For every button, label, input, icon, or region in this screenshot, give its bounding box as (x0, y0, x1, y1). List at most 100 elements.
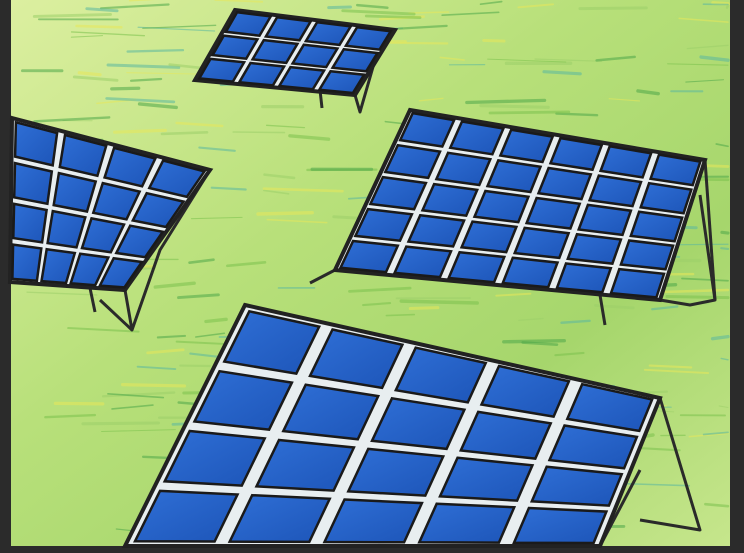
grass-stroke (418, 97, 444, 102)
grass-stroke (720, 230, 730, 235)
panel-cell (46, 209, 87, 249)
panel-cell (398, 111, 456, 148)
panel-leg (88, 287, 97, 313)
grass-stroke (33, 116, 111, 123)
panel-cell (40, 247, 77, 285)
panel-cell (147, 159, 207, 199)
panel-cell (132, 489, 240, 543)
panel-cell (524, 196, 582, 230)
grass-stroke (441, 11, 500, 16)
grass-stroke (105, 97, 176, 104)
panel-cell (406, 213, 466, 248)
grass-stroke (110, 86, 141, 91)
panel-cell (598, 144, 653, 179)
grass-stroke (266, 218, 328, 224)
panel-cell (368, 175, 428, 211)
grass-stroke (408, 306, 440, 311)
panel-cell (317, 69, 367, 95)
grass-stroke (142, 24, 217, 29)
panel-cell (629, 210, 684, 243)
panel-cell (222, 309, 322, 375)
grass-stroke (101, 429, 176, 433)
panel-cell (197, 57, 247, 83)
grass-stroke (578, 6, 648, 11)
panel-cell (97, 256, 145, 289)
panels (7, 7, 717, 548)
grass-stroke (26, 291, 98, 296)
panel-cell (648, 153, 702, 187)
grass-stroke (153, 281, 196, 289)
grass-stroke (399, 299, 479, 305)
grass-stroke (667, 63, 729, 66)
panel-cell (547, 424, 639, 470)
grass-stroke (488, 110, 571, 115)
grass-stroke (137, 102, 178, 110)
grass-stroke (710, 334, 730, 341)
panel-cell (485, 159, 543, 194)
grass-stroke (718, 405, 729, 409)
grass-stroke (555, 112, 599, 117)
panel-cell (303, 20, 353, 47)
panel-cell (548, 136, 604, 172)
grass-stroke (101, 391, 176, 398)
panel-cell (281, 383, 381, 441)
panel-cell (223, 10, 273, 38)
grass-stroke (608, 98, 641, 102)
panel-cell (609, 267, 666, 299)
panel-cell (576, 203, 633, 237)
panel-cell (114, 224, 165, 259)
grass-stroke (188, 258, 215, 265)
panel-cell (91, 181, 142, 221)
panel-cell (393, 346, 488, 404)
grass-stroke (439, 56, 465, 61)
grass-stroke (77, 71, 102, 77)
grass-stroke (70, 31, 146, 37)
grass-stroke (560, 319, 591, 324)
grass-stroke (99, 3, 170, 10)
grass-stroke (72, 75, 119, 82)
panel-cell (80, 216, 126, 254)
panel-cell (417, 502, 517, 544)
panel-leg (639, 397, 702, 532)
grass-stroke (111, 404, 154, 410)
panel-cell (58, 133, 108, 178)
panel-cell (479, 364, 571, 418)
grass-stroke (113, 128, 167, 134)
grass-stroke (678, 17, 729, 23)
panel-cell (619, 239, 675, 271)
grass-stroke (263, 189, 290, 195)
grass-stroke (685, 79, 725, 83)
panel-cell (210, 34, 260, 61)
panel-cell (529, 465, 624, 507)
grass-stroke (126, 72, 197, 75)
grass-stroke (75, 24, 123, 29)
grass-stroke (385, 313, 416, 317)
grass-stroke (642, 390, 669, 394)
panel-cell (250, 38, 300, 65)
solar-panel (191, 7, 399, 114)
panel-cell (254, 438, 356, 492)
panel-cell (536, 166, 593, 201)
grass-stroke (262, 187, 344, 193)
grass-stroke (156, 334, 187, 339)
panel-cell (446, 250, 507, 284)
panel-cell (11, 243, 43, 283)
panel-cell (343, 25, 393, 51)
panel-cell (392, 245, 453, 279)
panel-cell (353, 207, 414, 243)
solar-panel (309, 107, 717, 326)
grass-stroke (198, 146, 236, 152)
grass-stroke (81, 421, 160, 426)
grass-stroke (175, 121, 224, 128)
panel-cell (69, 252, 111, 287)
panel-cell (434, 151, 493, 187)
solar-panel (121, 302, 702, 548)
grass-stroke (85, 7, 119, 13)
panel-leg (659, 194, 717, 307)
grass-stroke (70, 35, 104, 38)
grass-stroke (643, 368, 710, 375)
grass-stroke (327, 5, 352, 10)
grass-stroke (651, 305, 679, 311)
